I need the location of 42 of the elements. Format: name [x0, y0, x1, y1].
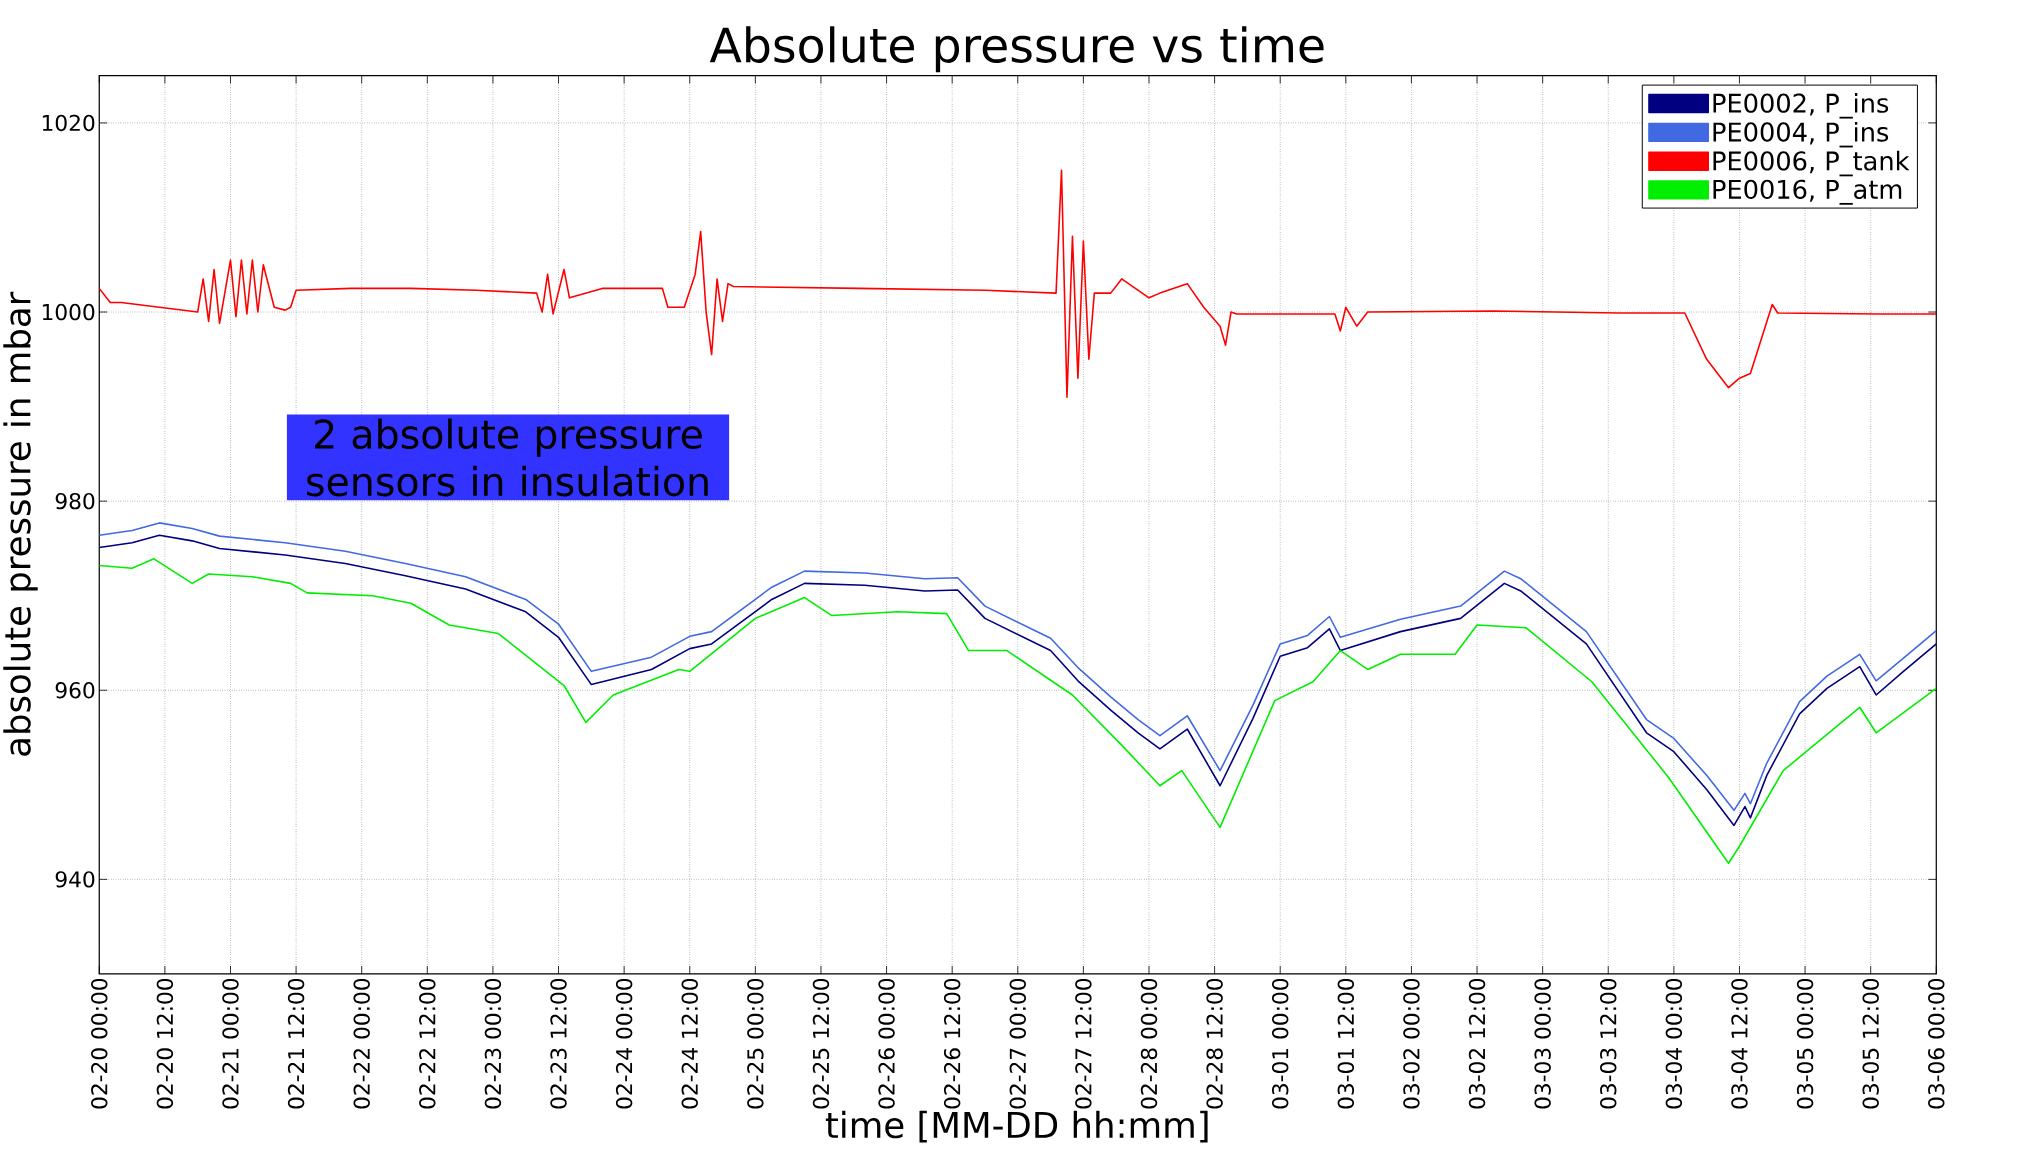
y-tick-label: 960: [55, 682, 95, 699]
x-tick-label: 02-24 12:00: [681, 979, 698, 1109]
x-tick-label: 03-04 12:00: [1731, 979, 1748, 1109]
x-tick-label: 03-01 00:00: [1272, 979, 1289, 1109]
x-tick-label: 02-27 00:00: [1009, 979, 1026, 1109]
x-tick-label: 02-21 12:00: [287, 979, 305, 1109]
y-tick-label: 1000: [42, 303, 95, 321]
legend-label: PE0016, P_atm: [1713, 179, 1902, 205]
x-tick-label: 02-22 12:00: [419, 979, 436, 1109]
x-tick-label: 03-05 00:00: [1796, 979, 1814, 1109]
x-tick-label: 02-22 00:00: [353, 979, 370, 1109]
x-tick-label: 02-25 12:00: [812, 979, 830, 1109]
x-tick-label: 02-24 00:00: [615, 979, 633, 1109]
x-tick-label: 02-25 00:00: [747, 979, 764, 1109]
annotation: 2 absolute pressure sensors in insulation: [307, 418, 708, 497]
y-tick-label: 1020: [42, 114, 95, 132]
x-tick-label: 02-26 00:00: [878, 979, 895, 1109]
x-tick-label: 02-26 12:00: [943, 979, 961, 1109]
x-tick-label: 02-28 00:00: [1140, 979, 1158, 1109]
chart-title: Absolute pressure vs time: [709, 26, 1324, 73]
x-tick-label: 02-27 12:00: [1075, 979, 1092, 1109]
legend-label: PE0004, P_ins: [1713, 122, 1889, 148]
x-tick-label: 02-20 00:00: [91, 979, 108, 1109]
x-tick-label: 02-21 00:00: [222, 979, 239, 1109]
x-tick-label: 03-03 12:00: [1600, 979, 1617, 1109]
x-tick-label: 03-06 00:00: [1928, 979, 1945, 1109]
x-tick-label: 02-20 12:00: [156, 979, 174, 1109]
x-tick-label: 03-05 12:00: [1862, 979, 1879, 1109]
x-tick-label: 02-23 00:00: [484, 979, 502, 1109]
x-tick-label: 02-23 12:00: [550, 979, 567, 1109]
x-tick-label: 03-03 00:00: [1534, 979, 1551, 1109]
legend-label: PE0006, P_tank: [1713, 150, 1910, 177]
x-tick-label: 03-02 00:00: [1403, 979, 1420, 1109]
y-tick-label: 980: [55, 493, 95, 510]
x-axis-title: time [MM-DD hh:mm]: [825, 1110, 1208, 1143]
legend-label: PE0002, P_ins: [1713, 93, 1889, 119]
x-tick-label: 02-28 12:00: [1206, 979, 1223, 1109]
x-tick-label: 03-01 12:00: [1337, 979, 1355, 1109]
x-tick-label: 03-04 00:00: [1665, 979, 1683, 1109]
y-tick-label: 940: [55, 871, 95, 888]
y-axis-title: absolute pressure in mbar: [3, 291, 38, 756]
x-tick-label: 03-02 12:00: [1468, 979, 1486, 1109]
